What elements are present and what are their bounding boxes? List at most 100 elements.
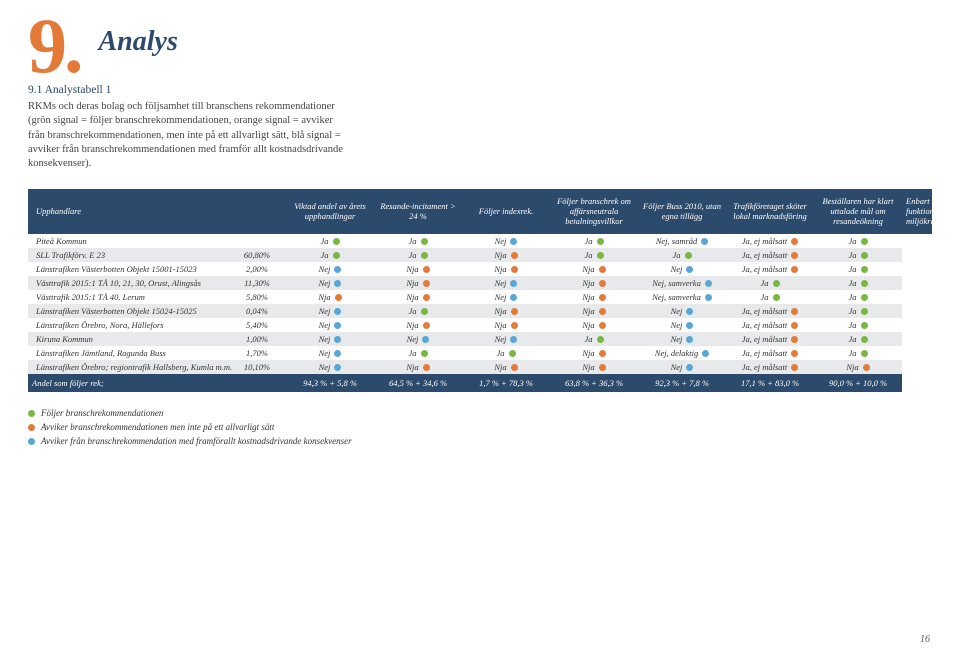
data-cell: Ja bbox=[374, 346, 462, 360]
cell-label: Ja bbox=[849, 348, 857, 358]
data-cell: Ja, ej målsatt bbox=[726, 360, 814, 374]
cell-label: Nej bbox=[495, 334, 507, 344]
cell-label: Ja bbox=[849, 292, 857, 302]
data-cell: Ja bbox=[814, 318, 902, 332]
section-title: Analys bbox=[99, 26, 178, 58]
table-header-cell: Viktad andel av årets upphandlingar bbox=[286, 189, 374, 234]
data-cell: Ja bbox=[814, 290, 902, 304]
row-name: Länstrafiken Västerbotten Objekt 15001-1… bbox=[28, 262, 228, 276]
table-body: Piteå KommunJaJaNejJaNej, samrådJa, ej m… bbox=[28, 234, 932, 392]
cell-label: Ja bbox=[849, 278, 857, 288]
cell-label: Ja bbox=[761, 292, 769, 302]
status-dot-icon bbox=[421, 308, 428, 315]
status-dot-icon bbox=[599, 266, 606, 273]
section-number: 9. bbox=[28, 18, 81, 74]
status-dot-icon bbox=[423, 294, 430, 301]
cell-label: Ja bbox=[585, 250, 593, 260]
status-dot-icon bbox=[421, 252, 428, 259]
table-header-cell: Trafikföretaget sköter lokal marknadsför… bbox=[726, 189, 814, 234]
status-dot-icon bbox=[597, 238, 604, 245]
status-dot-icon bbox=[686, 266, 693, 273]
status-dot-icon bbox=[422, 336, 429, 343]
table-header-cell: Följer branschrek om affärsneutrala beta… bbox=[550, 189, 638, 234]
cell-label: Nja bbox=[406, 362, 418, 372]
legend: Följer branschrekommendationenAvviker br… bbox=[28, 408, 932, 446]
data-cell: Ja bbox=[638, 248, 726, 262]
row-pct: 5,80% bbox=[228, 290, 286, 304]
status-dot-icon bbox=[510, 294, 517, 301]
data-cell: Nej bbox=[638, 262, 726, 276]
data-cell: Ja bbox=[550, 234, 638, 248]
data-cell: Nja bbox=[462, 262, 550, 276]
status-dot-icon bbox=[705, 294, 712, 301]
cell-label: Nja bbox=[406, 264, 418, 274]
status-dot-icon bbox=[334, 364, 341, 371]
cell-label: Nej bbox=[671, 334, 683, 344]
status-dot-icon bbox=[599, 322, 606, 329]
status-dot-icon bbox=[597, 336, 604, 343]
status-dot-icon bbox=[511, 252, 518, 259]
cell-label: Nej, samråd bbox=[656, 236, 698, 246]
status-dot-icon bbox=[791, 364, 798, 371]
cell-label: Nej, samverka bbox=[652, 292, 701, 302]
cell-label: Nej bbox=[319, 320, 331, 330]
table-header-cell: Följer indexrek. bbox=[462, 189, 550, 234]
data-cell: Ja bbox=[462, 346, 550, 360]
table-row: Västtrafik 2015:1 TÅ 10, 21, 30, Orust, … bbox=[28, 276, 932, 290]
data-cell: Nej bbox=[638, 304, 726, 318]
cell-label: Ja, ej målsatt bbox=[742, 250, 788, 260]
cell-label: Nja bbox=[406, 292, 418, 302]
cell-label: Nja bbox=[406, 320, 418, 330]
status-dot-icon bbox=[791, 266, 798, 273]
status-dot-icon bbox=[510, 336, 517, 343]
status-dot-icon bbox=[861, 238, 868, 245]
status-dot-icon bbox=[423, 364, 430, 371]
status-dot-icon bbox=[686, 308, 693, 315]
data-cell: Ja bbox=[814, 234, 902, 248]
subheading: 9.1 Analystabell 1 bbox=[28, 84, 932, 96]
status-dot-icon bbox=[599, 350, 606, 357]
cell-label: Nej bbox=[319, 278, 331, 288]
status-dot-icon bbox=[334, 266, 341, 273]
cell-label: Nja bbox=[582, 362, 594, 372]
data-cell: Ja bbox=[726, 276, 814, 290]
data-cell: Ja bbox=[374, 248, 462, 262]
status-dot-icon bbox=[423, 266, 430, 273]
summary-cell: 1,7 % + 78,3 % bbox=[462, 374, 550, 392]
status-dot-icon bbox=[791, 350, 798, 357]
data-cell: Nja bbox=[550, 262, 638, 276]
status-dot-icon bbox=[510, 238, 517, 245]
cell-label: Nja bbox=[406, 278, 418, 288]
cell-label: Nja bbox=[582, 264, 594, 274]
cell-label: Nej bbox=[319, 334, 331, 344]
status-dot-icon bbox=[511, 364, 518, 371]
cell-label: Ja bbox=[849, 334, 857, 344]
cell-label: Nej bbox=[495, 278, 507, 288]
row-name: Länstrafiken Örebro; regiontrafik Hallsb… bbox=[28, 360, 228, 374]
data-cell: Nja bbox=[374, 262, 462, 276]
row-name: Västtrafik 2015:1 TÅ 40. Lerum bbox=[28, 290, 228, 304]
data-cell: Ja, ej målsatt bbox=[726, 346, 814, 360]
status-dot-icon bbox=[599, 308, 606, 315]
cell-label: Ja bbox=[321, 236, 329, 246]
legend-dot-icon bbox=[28, 410, 35, 417]
summary-cell: 17,1 % + 83,0 % bbox=[726, 374, 814, 392]
table-row: Kiruna Kommun1,00%NejNejNejJaNejJa, ej m… bbox=[28, 332, 932, 346]
row-pct: 5,40% bbox=[228, 318, 286, 332]
data-cell: Ja bbox=[814, 346, 902, 360]
data-cell: Nej bbox=[286, 346, 374, 360]
summary-row: Andel som följer rek;94,3 % + 5,8 %64,5 … bbox=[28, 374, 932, 392]
cell-label: Nja bbox=[494, 306, 506, 316]
cell-label: Ja bbox=[409, 348, 417, 358]
status-dot-icon bbox=[334, 308, 341, 315]
status-dot-icon bbox=[861, 336, 868, 343]
cell-label: Ja, ej målsatt bbox=[742, 320, 788, 330]
table-header-cell: Upphandlare bbox=[28, 189, 286, 234]
cell-label: Ja bbox=[409, 236, 417, 246]
row-pct: 1,00% bbox=[228, 332, 286, 346]
table-row: Länstrafiken Örebro; regiontrafik Hallsb… bbox=[28, 360, 932, 374]
summary-cell: 64,5 % + 34,6 % bbox=[374, 374, 462, 392]
cell-label: Nej, samverka bbox=[652, 278, 701, 288]
status-dot-icon bbox=[861, 308, 868, 315]
data-cell: Nja bbox=[550, 346, 638, 360]
